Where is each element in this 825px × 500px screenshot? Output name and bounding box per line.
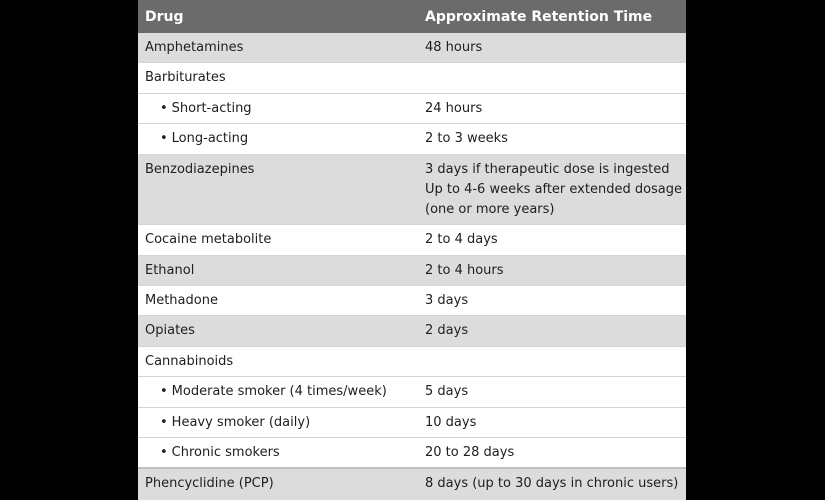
time-cell: 20 to 28 days xyxy=(425,445,515,460)
table-row: Benzodiazepines 3 days if therapeutic do… xyxy=(138,155,686,225)
drug-cell: Cannabinoids xyxy=(145,354,234,369)
drug-cell: Cocaine metabolite xyxy=(145,232,272,247)
time-cell xyxy=(418,347,686,376)
drug-cell: Heavy smoker (daily) xyxy=(138,408,418,437)
table-row: Chronic smokers 20 to 28 days xyxy=(138,438,686,469)
time-cell: 2 to 4 hours xyxy=(425,263,504,278)
table-row: Heavy smoker (daily) 10 days xyxy=(138,408,686,438)
drug-cell: Ethanol xyxy=(145,263,195,278)
drug-cell: Opiates xyxy=(145,323,195,338)
table-row: Long-acting 2 to 3 weeks xyxy=(138,124,686,155)
time-cell xyxy=(418,63,686,93)
table-row: Phencyclidine (PCP) 8 days (up to 30 day… xyxy=(138,469,686,500)
time-cell: 48 hours xyxy=(425,40,483,55)
time-cell: 2 days xyxy=(425,323,469,338)
time-cell: 10 days xyxy=(425,415,477,430)
drug-cell: Benzodiazepines xyxy=(145,162,255,177)
time-line: 3 days if therapeutic dose is ingested xyxy=(425,162,670,177)
table-row: Moderate smoker (4 times/week) 5 days xyxy=(138,377,686,408)
table-row: Ethanol 2 to 4 hours xyxy=(138,256,686,286)
time-line: (one or more years) xyxy=(425,202,555,217)
drug-cell: Chronic smokers xyxy=(138,438,418,467)
table-row: Barbiturates xyxy=(138,63,686,94)
drug-cell: Short-acting xyxy=(138,94,418,123)
table-row: Amphetamines 48 hours xyxy=(138,33,686,63)
drug-cell: Amphetamines xyxy=(145,40,244,55)
drug-cell: Long-acting xyxy=(138,124,418,154)
drug-cell: Moderate smoker (4 times/week) xyxy=(138,377,418,407)
header-retention-time: Approximate Retention Time xyxy=(425,8,653,25)
time-cell: 24 hours xyxy=(425,101,483,116)
drug-cell: Phencyclidine (PCP) xyxy=(145,476,274,491)
time-cell: 8 days (up to 30 days in chronic users) xyxy=(425,476,679,491)
time-cell: 3 days xyxy=(425,293,469,308)
table-row: Short-acting 24 hours xyxy=(138,94,686,124)
drug-cell: Barbiturates xyxy=(145,70,226,85)
table-row: Methadone 3 days xyxy=(138,286,686,316)
time-cell: 2 to 3 weeks xyxy=(425,131,508,146)
time-cell: 5 days xyxy=(425,384,469,399)
time-cell: 3 days if therapeutic dose is ingested U… xyxy=(418,155,686,224)
drug-retention-table: Drug Approximate Retention Time Amphetam… xyxy=(138,0,686,500)
header-drug: Drug xyxy=(145,8,184,25)
table-row: Cocaine metabolite 2 to 4 days xyxy=(138,225,686,256)
table-header: Drug Approximate Retention Time xyxy=(138,0,686,33)
table-row: Opiates 2 days xyxy=(138,316,686,347)
drug-cell: Methadone xyxy=(145,293,218,308)
time-cell: 2 to 4 days xyxy=(425,232,498,247)
time-line: Up to 4-6 weeks after extended dosage xyxy=(425,182,683,197)
table-row: Cannabinoids xyxy=(138,347,686,377)
